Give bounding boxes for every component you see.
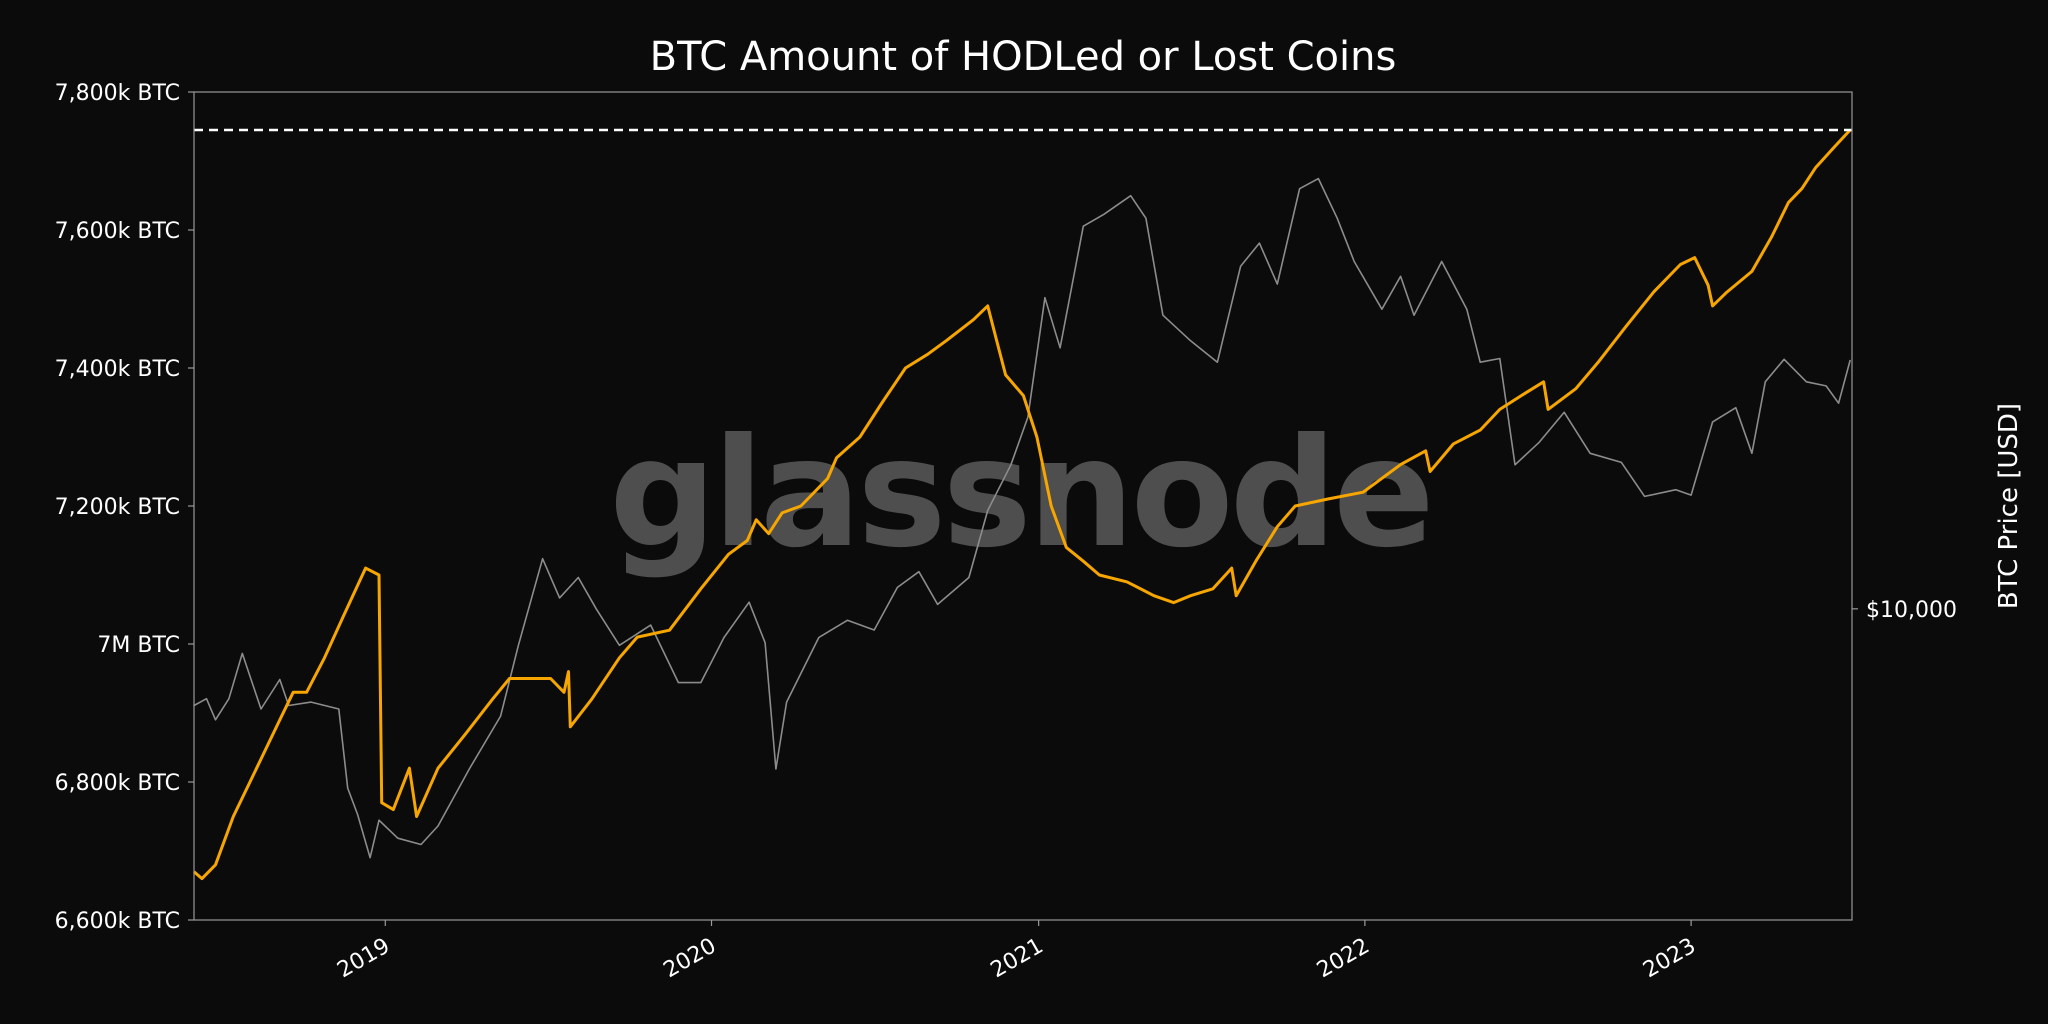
chart-title: BTC Amount of HODLed or Lost Coins <box>650 34 1397 80</box>
price-series-line <box>193 177 1851 859</box>
y-tick-label: 7,800k BTC <box>55 81 180 106</box>
y2-tick-label: $10,000 <box>1866 598 1957 623</box>
y-tick-label: 7M BTC <box>97 633 180 658</box>
y-tick-label: 7,400k BTC <box>55 357 180 382</box>
price-series-layer <box>193 177 1851 859</box>
y-axis-right-label: BTC Price [USD] <box>1994 403 2024 609</box>
y-axis-left: 6,600k BTC 6,800k BTC 7M BTC 7,200k BTC 7,40… <box>55 81 194 934</box>
watermark-text: glassnode <box>609 407 1431 581</box>
y-tick-label: 7,600k BTC <box>55 219 180 244</box>
hodl-series-line <box>193 128 1852 881</box>
hodl-series-layer <box>193 128 1852 881</box>
y-tick-label: 7,200k BTC <box>55 495 180 520</box>
y-tick-label: 6,800k BTC <box>55 771 180 796</box>
y-tick-label: 6,600k BTC <box>55 909 180 934</box>
y-axis-right: $10,000 <box>1852 598 1957 623</box>
